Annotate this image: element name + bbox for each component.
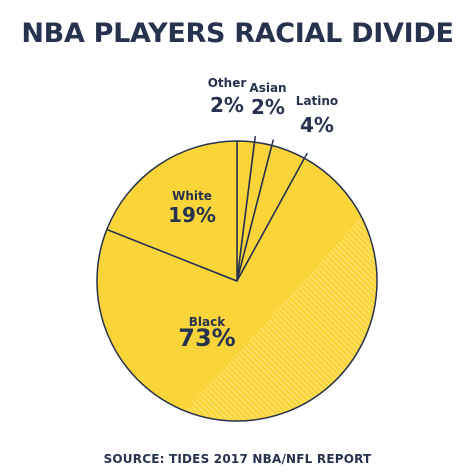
pie-slice-white [106, 140, 238, 282]
slice-value-white: 19% [168, 203, 216, 227]
slice-label-black: Black [189, 315, 226, 329]
slice-label-white: White [172, 189, 212, 203]
chart-title: NBA PLAYERS RACIAL DIVIDE [21, 18, 454, 49]
source-note: SOURCE: TIDES 2017 NBA/NFL REPORT [103, 452, 372, 466]
slice-value-asian: 2% [251, 95, 285, 119]
pie-texture-overlay [185, 217, 377, 420]
slice-label-latino: Latino [296, 94, 338, 108]
slice-label-asian: Asian [249, 81, 286, 95]
slice-value-black: 73% [178, 324, 235, 352]
slice-value-other: 2% [210, 93, 244, 117]
slice-value-latino: 4% [300, 113, 334, 137]
slice-label-other: Other [208, 76, 247, 90]
